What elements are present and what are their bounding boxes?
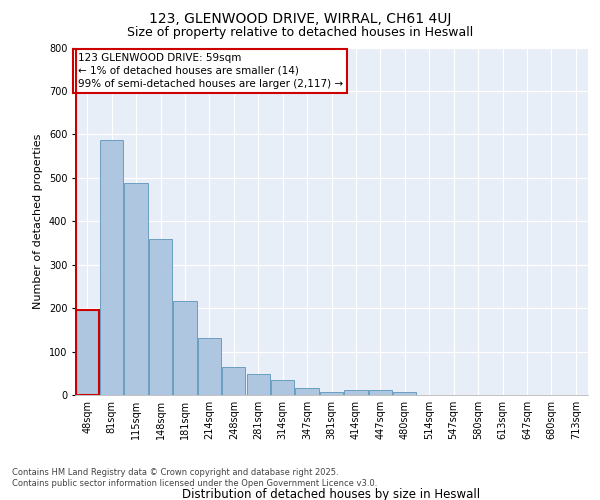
Text: Size of property relative to detached houses in Heswall: Size of property relative to detached ho… — [127, 26, 473, 39]
Bar — [76, 310, 99, 395]
Bar — [320, 392, 343, 395]
Bar — [369, 390, 392, 395]
Bar — [222, 367, 245, 395]
X-axis label: Distribution of detached houses by size in Heswall: Distribution of detached houses by size … — [182, 488, 481, 500]
Bar — [100, 140, 123, 395]
Bar — [271, 380, 294, 395]
Y-axis label: Number of detached properties: Number of detached properties — [34, 134, 43, 309]
Text: 123, GLENWOOD DRIVE, WIRRAL, CH61 4UJ: 123, GLENWOOD DRIVE, WIRRAL, CH61 4UJ — [149, 12, 451, 26]
Text: 123 GLENWOOD DRIVE: 59sqm
← 1% of detached houses are smaller (14)
99% of semi-d: 123 GLENWOOD DRIVE: 59sqm ← 1% of detach… — [77, 52, 343, 89]
Bar — [124, 184, 148, 395]
Text: Contains HM Land Registry data © Crown copyright and database right 2025.
Contai: Contains HM Land Registry data © Crown c… — [12, 468, 377, 487]
Bar — [393, 392, 416, 395]
Bar — [198, 338, 221, 395]
Bar — [295, 388, 319, 395]
Bar — [344, 390, 368, 395]
Bar — [247, 374, 270, 395]
Bar — [149, 238, 172, 395]
Bar — [173, 300, 197, 395]
